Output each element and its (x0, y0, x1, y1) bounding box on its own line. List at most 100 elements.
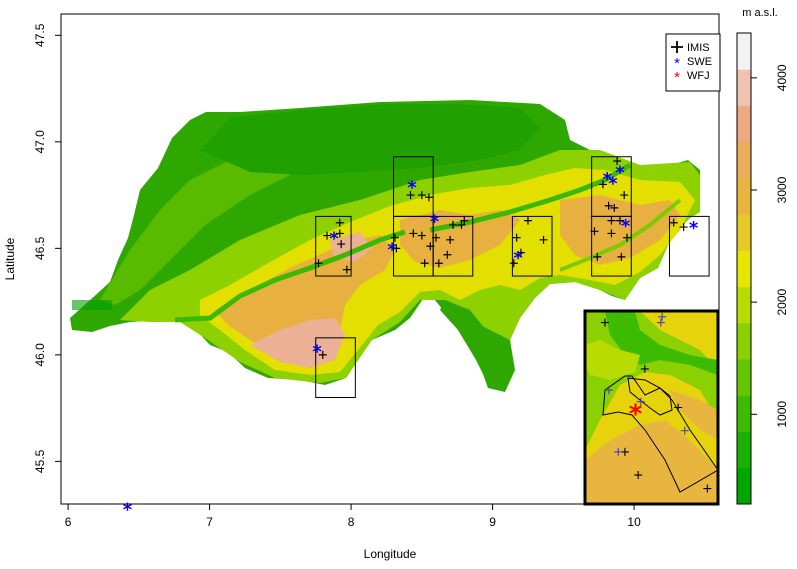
imis-station-4 (335, 229, 344, 238)
colorbar-frame (736, 32, 752, 505)
swe-station-12: * (123, 499, 133, 520)
legend-item-imis: IMIS (671, 41, 710, 54)
colorbar-ticks: 1000 2000 3000 4000 (751, 64, 789, 428)
y-tick-label-46.5: 46.5 (33, 236, 47, 260)
region-box-7 (591, 156, 632, 217)
colorbar-band-11 (737, 105, 751, 143)
rhone-valley (174, 229, 406, 323)
colorbar-tick-label-1000: 1000 (775, 401, 789, 428)
plot-frame (60, 13, 720, 505)
imis-station-33 (607, 229, 616, 238)
imis-station-32 (607, 216, 616, 225)
colorbar-tick-label-3000: 3000 (775, 176, 789, 203)
swe-station-9: * (621, 216, 631, 237)
swe-station-6: * (602, 169, 612, 190)
imis-station-34 (610, 203, 619, 212)
imis-markers (314, 157, 688, 359)
colorbar-band-3 (737, 395, 751, 433)
x-tick-label-9: 9 (489, 515, 496, 529)
alpine-peaks-3 (560, 195, 680, 265)
colorbar-tick-label-2000: 2000 (775, 288, 789, 315)
jura-hills (100, 150, 300, 305)
imis-station-6 (342, 265, 351, 274)
y-tick-label-45.5: 45.5 (33, 449, 47, 473)
imis-station-14 (424, 193, 433, 202)
imis-station-37 (617, 252, 626, 261)
x-tick-label-6: 6 (65, 515, 72, 529)
colorbar-band-12 (737, 69, 751, 106)
colorbar: 1000 2000 3000 4000 m a.s.l. (736, 7, 789, 505)
y-tick-label-47.0: 47.0 (33, 130, 47, 154)
imis-station-5 (337, 240, 346, 249)
y-axis: 45.5 46.0 46.5 47.0 47.5 (33, 23, 61, 473)
imis-station-24 (512, 233, 521, 242)
imis-station-11 (417, 191, 426, 200)
imis-station-22 (460, 216, 469, 225)
region-box-8 (668, 215, 710, 277)
swe-station-1: * (329, 229, 339, 250)
imis-station-26 (523, 216, 532, 225)
rhine-valley (429, 162, 632, 233)
colorbar-band-10 (737, 141, 751, 179)
colorbar-band-1 (737, 467, 751, 505)
inset-swe-station-5 (636, 397, 645, 406)
imis-station-21 (457, 220, 466, 229)
imis-station-7 (390, 233, 399, 242)
inset-swe-station-4 (614, 447, 623, 456)
x-axis: 6 7 8 9 10 (65, 504, 641, 529)
swe-station-5: * (513, 248, 523, 269)
swe-station-4: * (430, 212, 440, 233)
legend-imis-label: IMIS (687, 42, 710, 54)
legend-wfj-label: WFJ (687, 70, 710, 82)
legend-box (665, 33, 721, 92)
colorbar-band-2 (737, 431, 751, 469)
imis-station-1 (314, 259, 323, 268)
terrain-map (70, 100, 700, 392)
x-tick-label-8: 8 (348, 515, 355, 529)
imis-station-23 (509, 259, 518, 268)
region-box-5 (511, 215, 553, 277)
wfj-station: * (629, 399, 643, 429)
inset-imis-station-1 (600, 318, 609, 327)
inset-ridge-green (585, 340, 640, 380)
imis-station-12 (417, 231, 426, 240)
imis-station-15 (426, 242, 435, 251)
swe-station-7: * (608, 173, 618, 194)
imis-station-36 (615, 216, 624, 225)
inset-catchment-outline (602, 375, 718, 493)
colorbar-band-6 (737, 286, 751, 324)
alpine-peaks (215, 235, 395, 360)
inset-map (583, 309, 720, 506)
inset-high-orange-2 (670, 390, 718, 440)
inset-swe-station-3 (604, 386, 613, 395)
imis-station-18 (443, 250, 452, 259)
colorbar-band-4 (737, 359, 751, 396)
imis-station-9 (406, 191, 415, 200)
swe-station-2: * (387, 239, 397, 260)
colorbar-band-8 (737, 214, 751, 251)
inset-markers: * (600, 312, 712, 493)
region-box-4 (393, 156, 434, 217)
y-tick-label-47.5: 47.5 (33, 23, 47, 47)
inset-swe-station-6 (680, 426, 689, 435)
inset-swe-station-1 (658, 312, 667, 321)
legend-swe-marker: * (674, 55, 680, 72)
imis-station-13 (420, 259, 429, 268)
inn-valley (559, 198, 682, 272)
imis-station-2 (323, 231, 332, 240)
inset-imis-station-4 (634, 471, 643, 480)
imis-station-10 (409, 229, 418, 238)
imis-station-31 (604, 201, 613, 210)
inset-imis-station-2 (640, 364, 649, 373)
inset-catchment-outline-2 (627, 377, 673, 416)
glacier-peaks (250, 318, 345, 368)
legend: IMIS * SWE * WFJ (665, 33, 721, 92)
legend-imis-marker (671, 41, 683, 53)
colorbar-title: m a.s.l. (742, 7, 777, 19)
legend-swe-label: SWE (687, 56, 712, 68)
imis-station-28 (590, 227, 599, 236)
y-tick-label-46.0: 46.0 (33, 343, 47, 367)
northern-plateau (200, 104, 540, 175)
x-axis-label: Longitude (364, 547, 417, 561)
